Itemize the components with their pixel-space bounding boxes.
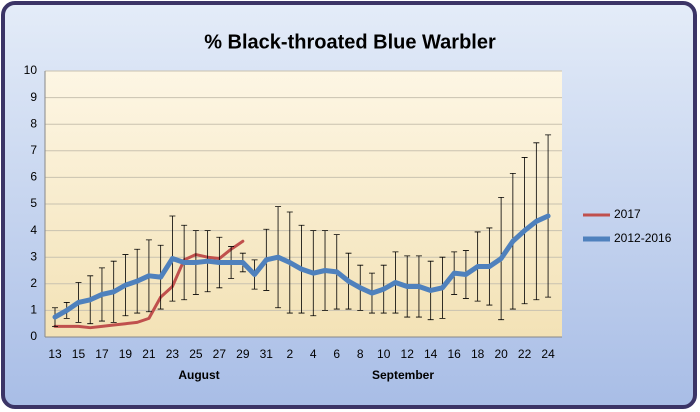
x-tick-label: 22: [518, 347, 532, 361]
x-tick-label: 21: [142, 347, 156, 361]
x-tick-label: 10: [377, 347, 391, 361]
y-tick-label: 3: [30, 249, 37, 263]
y-tick-label: 8: [30, 116, 37, 130]
x-tick-label: 13: [48, 347, 62, 361]
x-tick-label: 18: [471, 347, 485, 361]
x-tick-label: 14: [424, 347, 438, 361]
y-tick-label: 6: [30, 170, 37, 184]
legend-label: 2017: [614, 207, 641, 221]
x-tick-label: 6: [333, 347, 340, 361]
x-tick-label: 23: [166, 347, 180, 361]
x-tick-label: 31: [260, 347, 274, 361]
x-tick-label: 25: [189, 347, 203, 361]
x-tick-label: 20: [494, 347, 508, 361]
x-tick-label: 17: [95, 347, 109, 361]
y-tick-label: 9: [30, 90, 37, 104]
y-tick-label: 7: [30, 143, 37, 157]
series-line: [53, 239, 245, 330]
x-tick-label: 8: [357, 347, 364, 361]
y-tick-label: 4: [30, 223, 37, 237]
y-tick-label: 1: [30, 303, 37, 317]
chart-title: % Black-throated Blue Warbler: [204, 31, 496, 53]
x-tick-label: 24: [541, 347, 555, 361]
series-line: [52, 213, 551, 320]
x-tick-label: 4: [310, 347, 317, 361]
y-tick-label: 2: [30, 276, 37, 290]
x-tick-label: 27: [213, 347, 227, 361]
x-tick-label: 29: [236, 347, 250, 361]
x-tick-label: 2: [286, 347, 293, 361]
x-tick-label: 16: [447, 347, 461, 361]
x-tick-label: 12: [401, 347, 415, 361]
x-tick-label: 15: [72, 347, 86, 361]
group-label: August: [178, 368, 219, 382]
group-label: September: [372, 368, 434, 382]
x-tick-label: 19: [119, 347, 133, 361]
y-tick-label: 10: [24, 63, 38, 77]
y-tick-label: 0: [30, 329, 37, 343]
y-tick-label: 5: [30, 196, 37, 210]
legend-label: 2012-2016: [614, 231, 672, 245]
